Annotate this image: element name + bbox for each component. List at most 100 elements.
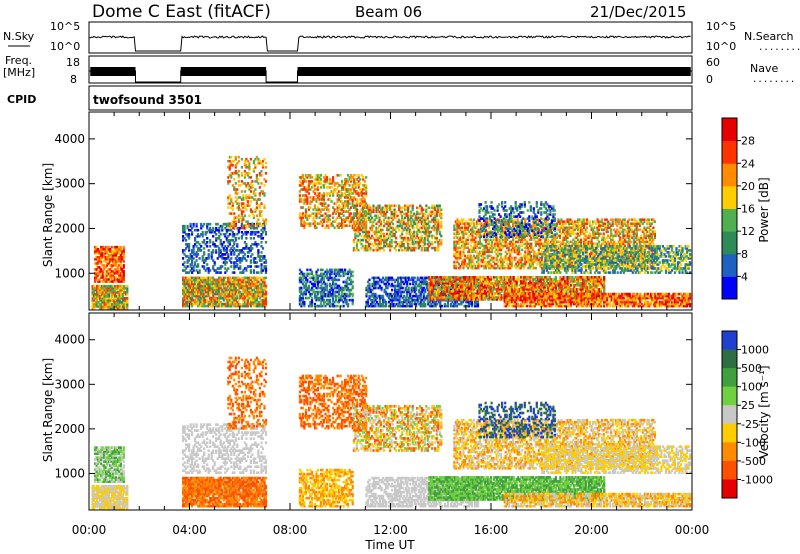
power-data-cell (107, 272, 110, 275)
power-data-cell (237, 202, 240, 205)
power-data-cell (97, 286, 100, 290)
power-data-cell (188, 286, 191, 290)
power-data-cell (185, 302, 188, 306)
power-data-cell (350, 212, 353, 215)
power-data-cell (206, 298, 209, 302)
power-data-cell (118, 280, 121, 283)
power-data-cell (243, 292, 246, 296)
power-data-cell (109, 274, 112, 277)
power-data-cell (264, 241, 268, 244)
power-data-cell (227, 253, 230, 256)
power-data-cell (185, 278, 188, 282)
power-data-cell (261, 294, 265, 298)
power-data-cell (303, 300, 306, 304)
power-data-cell (188, 278, 191, 282)
power-data-cell (242, 288, 245, 292)
power-data-cell (123, 291, 126, 294)
power-data-cell (112, 293, 115, 296)
power-data-cell (117, 303, 120, 306)
power-data-cell (261, 292, 265, 296)
power-data-cell (95, 248, 98, 251)
power-data-cell (248, 302, 251, 306)
power-data-cell (115, 248, 118, 251)
power-data-cell (188, 294, 191, 298)
power-data-cell (224, 280, 227, 284)
power-data-cell (243, 304, 246, 308)
power-data-cell (204, 288, 207, 292)
power-data-cell (126, 307, 129, 310)
power-data-cell (243, 300, 246, 304)
power-data-cell (201, 294, 204, 298)
power-data-cell (252, 292, 255, 296)
power-data-cell (216, 284, 219, 288)
power-data-cell (201, 292, 204, 296)
power-data-cell (230, 300, 233, 304)
power-data-cell (231, 276, 234, 280)
power-data-cell (224, 290, 227, 294)
power-data-cell (126, 284, 129, 288)
power-data-cell (121, 268, 124, 271)
power-data-cell (189, 296, 192, 300)
power-data-cell (260, 202, 263, 205)
power-data-cell (104, 280, 107, 283)
power-data-cell (236, 282, 239, 286)
noise-left-bottom-tick: 10^0 (50, 40, 80, 53)
power-data-cell (191, 280, 194, 284)
power-data-cell (233, 304, 236, 308)
power-data-cell (207, 276, 210, 280)
power-data-cell (243, 284, 246, 288)
power-data-cell (185, 296, 188, 300)
power-data-cell (188, 243, 191, 246)
power-data-cell (254, 290, 257, 294)
noise-left-top-tick: 10^5 (50, 20, 80, 33)
power-data-cell (93, 291, 96, 294)
power-data-cell (111, 288, 114, 292)
power-data-cell (93, 295, 96, 298)
power-data-cell (191, 286, 194, 290)
power-data-cell (114, 307, 117, 310)
power-data-cell (233, 298, 236, 302)
power-data-cell (230, 294, 233, 298)
power-data-cell (209, 292, 212, 296)
power-data-cell (93, 297, 96, 300)
power-data-cell (227, 288, 230, 292)
power-data-cell (108, 295, 111, 298)
power-data-cell (91, 301, 94, 304)
power-data-cell (242, 284, 245, 288)
power-data-cell (216, 286, 219, 290)
power-data-cell (107, 250, 110, 253)
power-data-cell (112, 288, 115, 292)
power-data-cell (115, 291, 118, 294)
power-data-cell (249, 298, 252, 302)
power-data-cell (206, 284, 209, 288)
power-data-cell (188, 233, 191, 236)
power-data-cell (121, 307, 124, 310)
power-data-cell (231, 290, 234, 294)
power-data-cell (227, 300, 230, 304)
power-data-cell (191, 302, 194, 306)
power-data-cell (264, 298, 268, 302)
power-data-cell (115, 301, 118, 304)
power-data-cell (97, 248, 100, 251)
power-data-cell (206, 300, 209, 304)
power-data-cell (203, 296, 206, 300)
power-data-cell (189, 290, 192, 294)
power-data-cell (183, 298, 186, 302)
power-data-cell (182, 278, 185, 282)
power-data-cell (97, 305, 100, 308)
power-data-cell (194, 278, 197, 282)
power-data-cell (112, 264, 115, 267)
power-data-cell (234, 224, 237, 227)
power-data-cell (246, 298, 249, 302)
power-data-cell (252, 282, 255, 286)
power-data-cell (227, 282, 230, 286)
power-data-cell (188, 228, 191, 232)
power-data-cell (104, 250, 107, 253)
power-data-cell (440, 234, 443, 238)
power-data-cell (186, 271, 189, 274)
power-data-cell (252, 304, 255, 308)
power-data-cell (249, 157, 252, 161)
power-data-cell (91, 295, 94, 298)
power-data-cell (102, 299, 105, 302)
power-data-cell (109, 276, 112, 279)
